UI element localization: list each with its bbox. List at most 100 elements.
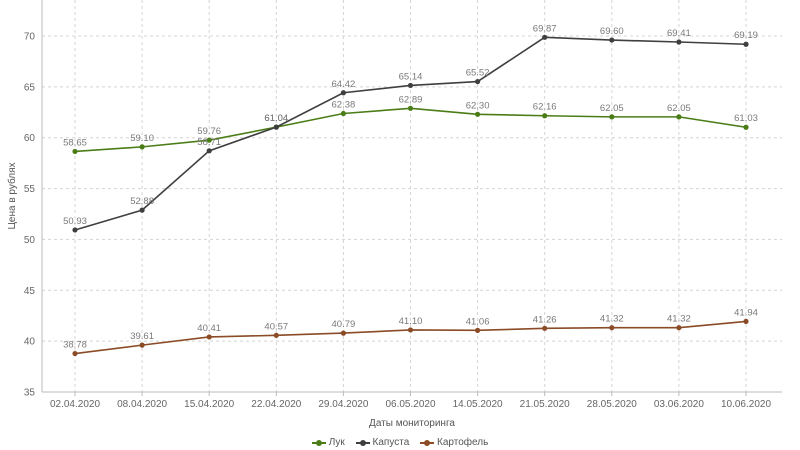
x-tick-label: 06.05.2020 — [385, 399, 435, 410]
data-point — [609, 325, 615, 331]
x-tick-label: 10.06.2020 — [721, 399, 771, 410]
data-label: 52.88 — [130, 196, 154, 207]
data-label: 61.03 — [734, 113, 758, 124]
data-label: 40.41 — [197, 323, 221, 334]
data-label: 64.42 — [332, 79, 356, 90]
x-axis-title: Даты мониторинга — [369, 418, 455, 429]
data-label: 65.14 — [399, 71, 423, 82]
legend-dot — [359, 439, 366, 446]
data-label: 41.26 — [533, 314, 557, 325]
data-label: 58.71 — [197, 137, 221, 148]
data-label: 69.41 — [667, 28, 691, 39]
x-tick-label: 28.05.2020 — [587, 399, 637, 410]
y-tick-label: 65 — [24, 82, 36, 93]
data-point — [340, 110, 346, 117]
x-tick-label: 08.04.2020 — [117, 399, 167, 410]
data-point — [542, 34, 548, 40]
legend-marker — [355, 439, 370, 447]
data-label: 62.30 — [466, 100, 490, 111]
legend-item-onion[interactable]: Лук — [311, 437, 345, 448]
data-label: 41.32 — [600, 314, 624, 325]
data-point — [676, 325, 682, 331]
data-point — [475, 111, 481, 117]
data-point — [273, 124, 279, 130]
y-tick-label: 45 — [24, 286, 36, 297]
legend: Лук Капуста Картофель — [0, 437, 800, 450]
data-point — [676, 39, 682, 45]
data-point — [72, 350, 78, 357]
x-tick-label: 02.04.2020 — [50, 399, 100, 410]
axes: 35 40 45 50 55 60 65 70 02.04.2020 08.04.2020 15.0… — [24, 0, 782, 410]
data-label: 62.05 — [667, 103, 691, 114]
x-tick-label: 21.05.2020 — [520, 399, 570, 410]
data-point — [743, 318, 749, 325]
data-point — [609, 37, 615, 43]
data-label: 62.05 — [600, 103, 624, 114]
data-point — [340, 330, 346, 336]
data-label: 50.93 — [63, 216, 87, 227]
data-label: 40.79 — [332, 319, 356, 330]
x-tick-label: 14.05.2020 — [453, 399, 503, 410]
data-point — [743, 124, 749, 130]
data-point — [676, 114, 682, 120]
data-point — [542, 325, 548, 331]
legend-item-potato[interactable]: Картофель — [420, 437, 488, 448]
data-label: 41.10 — [399, 316, 423, 327]
data-point — [407, 105, 414, 111]
legend-dot — [424, 439, 431, 446]
data-label: 69.19 — [734, 30, 758, 41]
y-tick-label: 60 — [24, 133, 36, 144]
y-tick-label: 35 — [24, 388, 36, 399]
data-point — [273, 332, 279, 338]
y-tick-label: 55 — [24, 184, 36, 195]
data-point — [72, 227, 78, 233]
data-point — [139, 144, 145, 150]
data-label: 69.60 — [600, 26, 624, 37]
y-tick-label: 40 — [24, 337, 36, 348]
series-group — [72, 34, 749, 357]
data-label: 59.76 — [197, 126, 221, 137]
y-tick-label: 70 — [24, 32, 36, 43]
y-axis-title: Цена в рублях — [6, 162, 18, 229]
data-label: 62.89 — [399, 94, 423, 105]
data-point — [407, 82, 414, 89]
data-point — [139, 342, 145, 348]
data-label: 62.16 — [533, 102, 557, 113]
data-point — [743, 41, 749, 47]
x-tick-label: 15.04.2020 — [184, 399, 234, 410]
data-label: 41.32 — [667, 314, 691, 325]
line-chart: 35 40 45 50 55 60 65 70 02.04.2020 08.04.2020 15.0… — [6, 0, 782, 429]
data-point — [206, 148, 212, 154]
legend-item-cabbage[interactable]: Капуста — [355, 437, 410, 448]
legend-dot — [315, 439, 322, 446]
data-label: 41.94 — [734, 307, 758, 318]
data-point — [139, 207, 145, 213]
x-tick-label: 03.06.2020 — [654, 399, 704, 410]
data-point — [475, 327, 481, 333]
legend-label: Капуста — [372, 437, 410, 448]
data-point — [407, 327, 414, 333]
data-label: 58.65 — [63, 137, 87, 148]
data-label: 62.38 — [332, 100, 356, 111]
data-label: 61.04 — [264, 113, 288, 124]
data-label: 39.61 — [130, 331, 154, 342]
data-point — [72, 148, 78, 155]
data-label: 41.06 — [466, 316, 490, 327]
data-label: 61.04 — [264, 113, 288, 124]
legend-label: Картофель — [437, 437, 489, 448]
y-tick-label: 50 — [24, 235, 36, 246]
data-point — [206, 334, 212, 340]
data-point — [475, 78, 481, 85]
legend-label: Лук — [328, 437, 345, 448]
data-label: 40.57 — [264, 321, 288, 332]
legend-marker — [420, 439, 435, 447]
x-tick-label: 22.04.2020 — [251, 399, 301, 410]
data-labels: 58.65 59.10 59.76 61.04 62.38 62.89 62.30 62.16… — [63, 23, 758, 350]
data-label: 69.87 — [533, 23, 557, 34]
data-point — [340, 90, 346, 96]
x-tick-label: 29.04.2020 — [318, 399, 368, 410]
data-point — [609, 114, 615, 120]
data-label: 65.52 — [466, 68, 490, 79]
legend-marker — [311, 439, 326, 447]
data-label: 38.78 — [63, 340, 87, 351]
